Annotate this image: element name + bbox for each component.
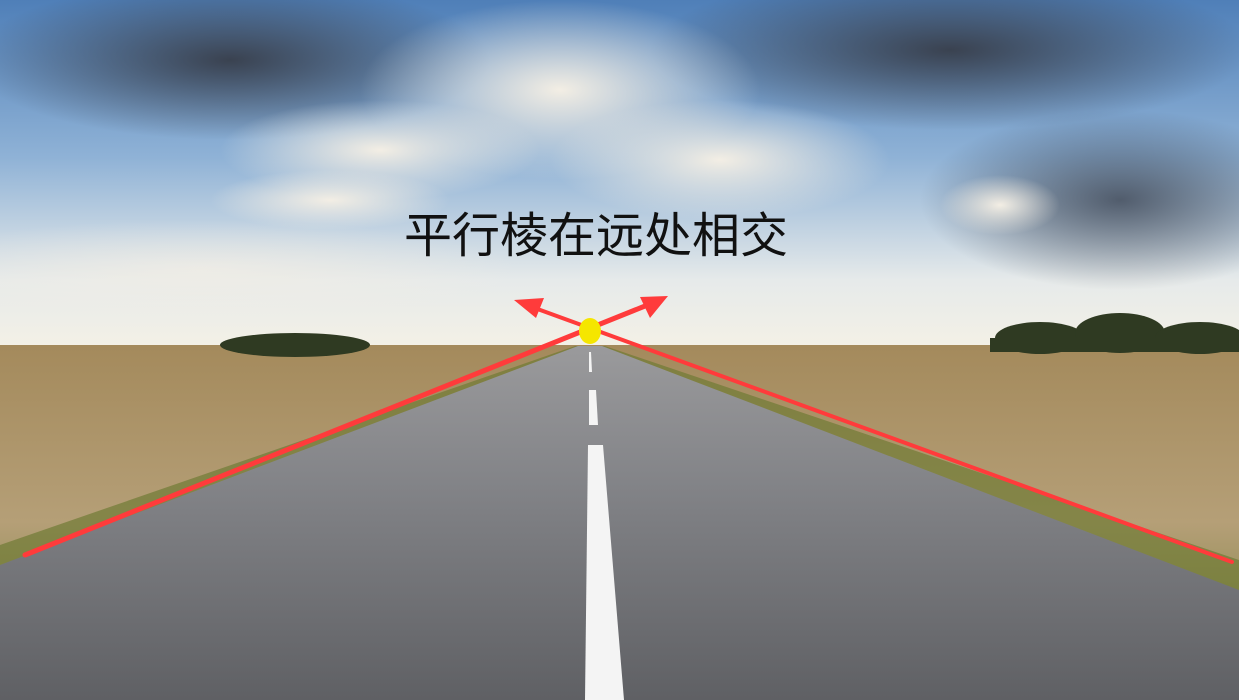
perspective-lines [22, 296, 1234, 564]
trees [220, 313, 1239, 357]
title: 平行棱在远处相交 [404, 208, 788, 264]
road [0, 346, 1239, 700]
center-line [585, 352, 624, 700]
vanishing-point [579, 318, 601, 344]
clouds [0, 0, 1239, 320]
